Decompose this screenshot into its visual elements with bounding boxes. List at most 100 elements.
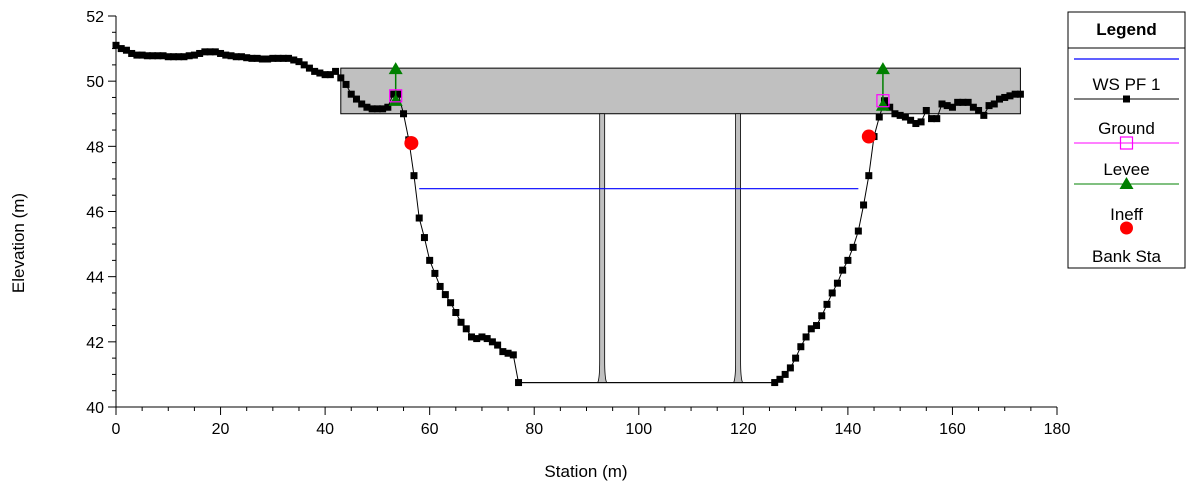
ground-point: [494, 341, 502, 349]
legend-bank-marker: [1120, 221, 1133, 235]
legend-title: Legend: [1096, 20, 1156, 39]
ground-point: [410, 172, 418, 180]
ground-point: [880, 97, 888, 105]
y-axis-title: Elevation (m): [9, 193, 28, 293]
x-tick-label: 100: [625, 421, 652, 438]
ground-point: [886, 103, 894, 111]
y-tick-label: 48: [86, 139, 104, 156]
legend-label: WS PF 1: [1092, 75, 1160, 94]
legend: Legend WS PF 1 Ground Levee Ineff Bank Sta: [1067, 11, 1186, 269]
y-tick-label: 50: [86, 74, 104, 91]
ground-point: [269, 54, 277, 62]
ground-point: [802, 333, 810, 341]
ground-point: [488, 338, 496, 346]
ground-point: [515, 379, 523, 387]
ground-point: [201, 48, 209, 56]
ground-point: [995, 95, 1003, 103]
ground-point: [206, 48, 214, 56]
ground-point: [180, 53, 188, 61]
ground-point: [447, 299, 455, 307]
ground-point: [980, 111, 988, 119]
ground-point: [426, 256, 434, 264]
x-tick-label: 160: [939, 421, 966, 438]
pier-1: [597, 113, 608, 383]
ground-point: [938, 100, 946, 108]
ground-point: [954, 98, 962, 106]
ground-point: [922, 106, 930, 114]
ground-point: [368, 105, 376, 113]
ground-point: [813, 322, 821, 330]
ground-point: [258, 55, 266, 63]
ground-point: [917, 118, 925, 126]
ground-point: [462, 325, 470, 333]
ground-point: [384, 103, 392, 111]
plot-area: [112, 41, 1024, 387]
ground-point: [823, 300, 831, 308]
ground-point: [849, 243, 857, 251]
ground-point: [1006, 92, 1014, 100]
ground-point: [389, 90, 397, 98]
ground-point: [875, 113, 883, 121]
ground-point: [1001, 93, 1009, 101]
ground-point: [159, 52, 167, 60]
ground-point: [295, 58, 303, 66]
ground-point: [420, 234, 428, 242]
ground-point: [839, 266, 847, 274]
ground-point: [786, 364, 794, 372]
ground-point: [305, 64, 313, 72]
ground-point: [379, 105, 387, 113]
ground-point: [290, 56, 298, 64]
ground-point: [211, 48, 219, 56]
ineff-marker: [875, 62, 890, 75]
ineff-marker: [388, 62, 403, 75]
ground-point: [912, 120, 920, 128]
ground-point: [990, 100, 998, 108]
ground-point: [860, 201, 868, 209]
ground-point: [478, 333, 486, 341]
pier-2: [732, 113, 744, 383]
legend-label: Bank Sta: [1092, 247, 1162, 266]
bridge-deck: [340, 67, 1021, 115]
ground-point: [828, 289, 836, 297]
x-tick-label: 140: [835, 421, 862, 438]
ground-point: [473, 335, 481, 343]
ground-point: [175, 53, 183, 61]
ground-point: [807, 325, 815, 333]
ground-point: [300, 61, 308, 69]
ground-point: [143, 52, 151, 60]
legend-ineff-marker: [1119, 177, 1134, 189]
ground-point: [907, 116, 915, 124]
ground-point: [243, 54, 251, 62]
legend-label: Ineff: [1110, 205, 1143, 224]
ineff-marker: [875, 98, 890, 111]
ground-point: [222, 51, 230, 59]
ground-point: [237, 53, 245, 61]
x-tick-label: 60: [421, 421, 439, 438]
ground-point: [170, 53, 178, 61]
ground-point: [1016, 90, 1024, 98]
ground-point: [776, 375, 784, 383]
ground-point: [154, 52, 162, 60]
ground-point: [436, 282, 444, 290]
ground-point: [854, 227, 862, 235]
ground-point: [975, 106, 983, 114]
ground-point: [771, 379, 779, 387]
ground-point: [891, 110, 899, 118]
ground-point: [969, 103, 977, 111]
ground-point: [285, 54, 293, 62]
ground-point: [457, 318, 465, 326]
ground-point: [190, 51, 198, 59]
legend-ground-marker: [1123, 95, 1130, 103]
ground-point: [985, 102, 993, 110]
ground-point: [128, 49, 136, 57]
ground-point: [347, 90, 355, 98]
ground-point: [959, 98, 967, 106]
x-axis-title: Station (m): [544, 462, 627, 481]
ground-point: [248, 54, 256, 62]
x-tick-label: 0: [112, 421, 121, 438]
ground-point: [865, 172, 873, 180]
ground-point: [217, 49, 225, 57]
ground-point: [227, 52, 235, 60]
y-tick-label: 40: [86, 400, 104, 417]
ground-point: [326, 71, 334, 79]
